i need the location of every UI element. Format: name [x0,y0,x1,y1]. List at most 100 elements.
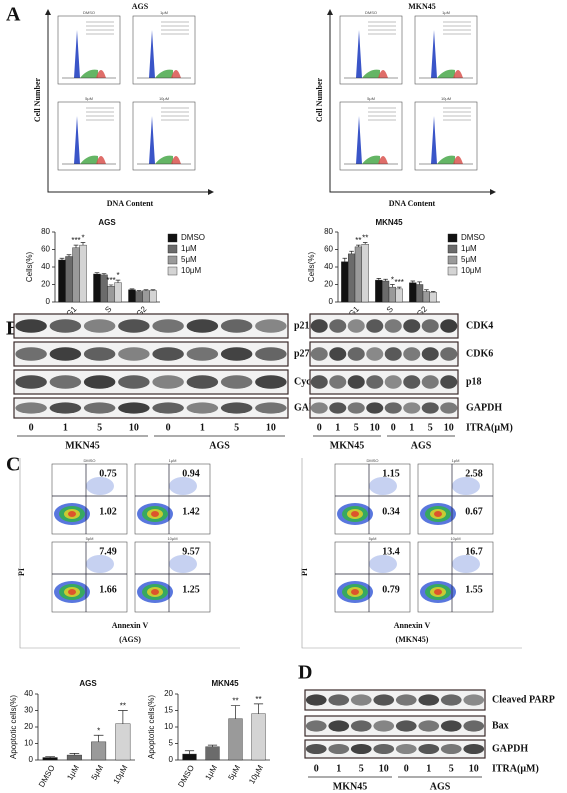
blot-band [421,319,439,333]
flow-scatter [452,555,480,573]
chart-title: MKN45 [375,218,403,227]
histogram-g2 [453,156,463,164]
error-bar [390,284,395,288]
blot-band [329,375,347,389]
bar [107,286,115,303]
blot-band [49,402,82,414]
histogram-g2 [96,156,106,164]
y-tick-label: 10 [24,739,33,748]
blot-band [418,720,440,732]
legend-label: 5μM [461,255,477,264]
flow-title: 1μM [169,458,177,463]
significance-label: ** [255,695,261,704]
blot-band [384,319,402,333]
histogram-g2 [378,70,388,78]
blot-band [440,743,462,755]
histogram-g1 [431,116,437,164]
blot-band [366,375,384,389]
y-tick-label: 30 [24,706,33,715]
error-bar [349,250,354,254]
blot-strip [304,715,486,737]
bar [395,288,403,303]
lane-label: 1 [409,422,414,433]
blot-band [220,347,253,361]
blot-band [152,319,184,333]
blot-band [220,402,253,414]
flow-density [434,511,442,517]
blot-band [395,720,417,732]
bar [66,754,82,761]
blot-band [366,319,384,333]
bar [382,280,390,303]
legend-label: 1μM [181,244,197,253]
blot-band [329,402,347,414]
lane-unit: ITRA(μM) [492,763,539,774]
lane-label: 5 [234,422,239,433]
blot-strip [304,689,486,711]
lane-label: 0 [391,422,396,433]
histogram-g1 [356,30,362,78]
blot-band [463,743,485,755]
y-tick-label: 20 [164,689,173,698]
blot-band [395,694,417,706]
bar [251,713,266,761]
error-bar [69,753,80,756]
blot-band [403,319,421,333]
blot-strip [13,397,289,419]
y-tick-label: 0 [29,755,34,764]
quadrant-value: 1.55 [465,584,483,595]
quadrant-value: 1.42 [182,506,200,517]
histogram-sphase [80,155,98,164]
histogram-sphase [362,69,380,78]
blot-band [366,347,384,361]
lane-label: 1 [426,763,431,774]
axis-arrow [490,189,496,195]
significance-label: * [391,276,394,285]
significance-label: * [116,271,119,280]
group-label: AGS [209,440,230,451]
blot-strip [309,397,459,419]
blot-band [152,402,184,414]
cell-line-label: (MKN45) [396,635,429,644]
error-bar [362,242,368,245]
error-bar [108,284,114,287]
histogram-g2 [96,70,106,78]
histogram-sphase [155,155,173,164]
quadrant-value: 0.94 [182,468,200,479]
flow-title: 5μM [86,536,94,541]
quadrant-value: 9.57 [182,546,200,557]
blot-band [310,347,328,361]
error-bar [118,710,128,724]
group-label: MKN45 [330,440,364,451]
blot-band [373,694,395,706]
histogram-g2 [378,156,388,164]
blot-band [403,402,421,414]
y-axis-label: Cells(%) [25,252,34,283]
quadrant-value: 0.67 [465,506,483,517]
error-bar [424,289,429,292]
significance-label: *** [395,278,404,287]
significance-label: ** [120,702,126,711]
histogram-g1 [356,116,362,164]
significance-label: * [81,234,84,243]
flow-scatter [169,555,197,573]
bar [72,247,80,303]
histogram-sphase [437,69,455,78]
axis-arrow [327,9,333,15]
legend-swatch [447,233,458,243]
legend-swatch [167,244,178,254]
lane-label: 0 [404,763,409,774]
blot-band [440,402,458,414]
blot-band [421,402,439,414]
flow-scatter [86,477,114,495]
quadrant-value: 1.66 [99,584,117,595]
bar [361,244,369,303]
histogram-title: 5μM [85,96,93,101]
chart-title: MKN45 [211,679,239,688]
blot-band [350,743,372,755]
histogram-group-title: MKN45 [408,2,436,11]
y-tick-label: 60 [41,245,50,254]
group-label: AGS [411,440,432,451]
blot-band [118,402,150,414]
